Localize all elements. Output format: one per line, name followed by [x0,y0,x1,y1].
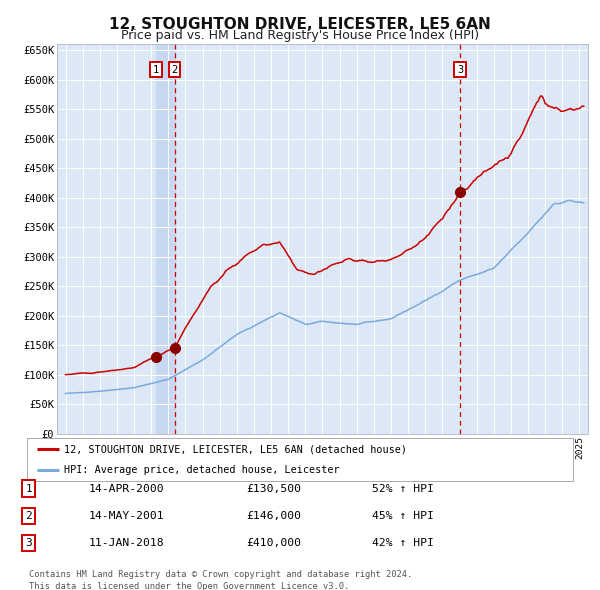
Text: 12, STOUGHTON DRIVE, LEICESTER, LE5 6AN: 12, STOUGHTON DRIVE, LEICESTER, LE5 6AN [109,17,491,31]
Text: 42% ↑ HPI: 42% ↑ HPI [372,538,434,548]
Text: 1: 1 [25,484,32,493]
Text: 52% ↑ HPI: 52% ↑ HPI [372,484,434,493]
Text: 14-MAY-2001: 14-MAY-2001 [89,511,164,520]
Text: 11-JAN-2018: 11-JAN-2018 [89,538,164,548]
Text: 14-APR-2000: 14-APR-2000 [89,484,164,493]
Text: 2: 2 [25,511,32,520]
Text: 1: 1 [153,64,160,74]
Text: HPI: Average price, detached house, Leicester: HPI: Average price, detached house, Leic… [64,465,340,475]
Bar [156,44,175,434]
Text: £130,500: £130,500 [246,484,301,493]
Text: 12, STOUGHTON DRIVE, LEICESTER, LE5 6AN (detached house): 12, STOUGHTON DRIVE, LEICESTER, LE5 6AN … [64,444,407,454]
Text: 2: 2 [172,64,178,74]
Text: £146,000: £146,000 [246,511,301,520]
Text: £410,000: £410,000 [246,538,301,548]
Text: 45% ↑ HPI: 45% ↑ HPI [372,511,434,520]
Text: Price paid vs. HM Land Registry's House Price Index (HPI): Price paid vs. HM Land Registry's House … [121,30,479,42]
Text: 3: 3 [25,538,32,548]
Text: 3: 3 [457,64,463,74]
Text: Contains HM Land Registry data © Crown copyright and database right 2024.
This d: Contains HM Land Registry data © Crown c… [29,570,412,590]
